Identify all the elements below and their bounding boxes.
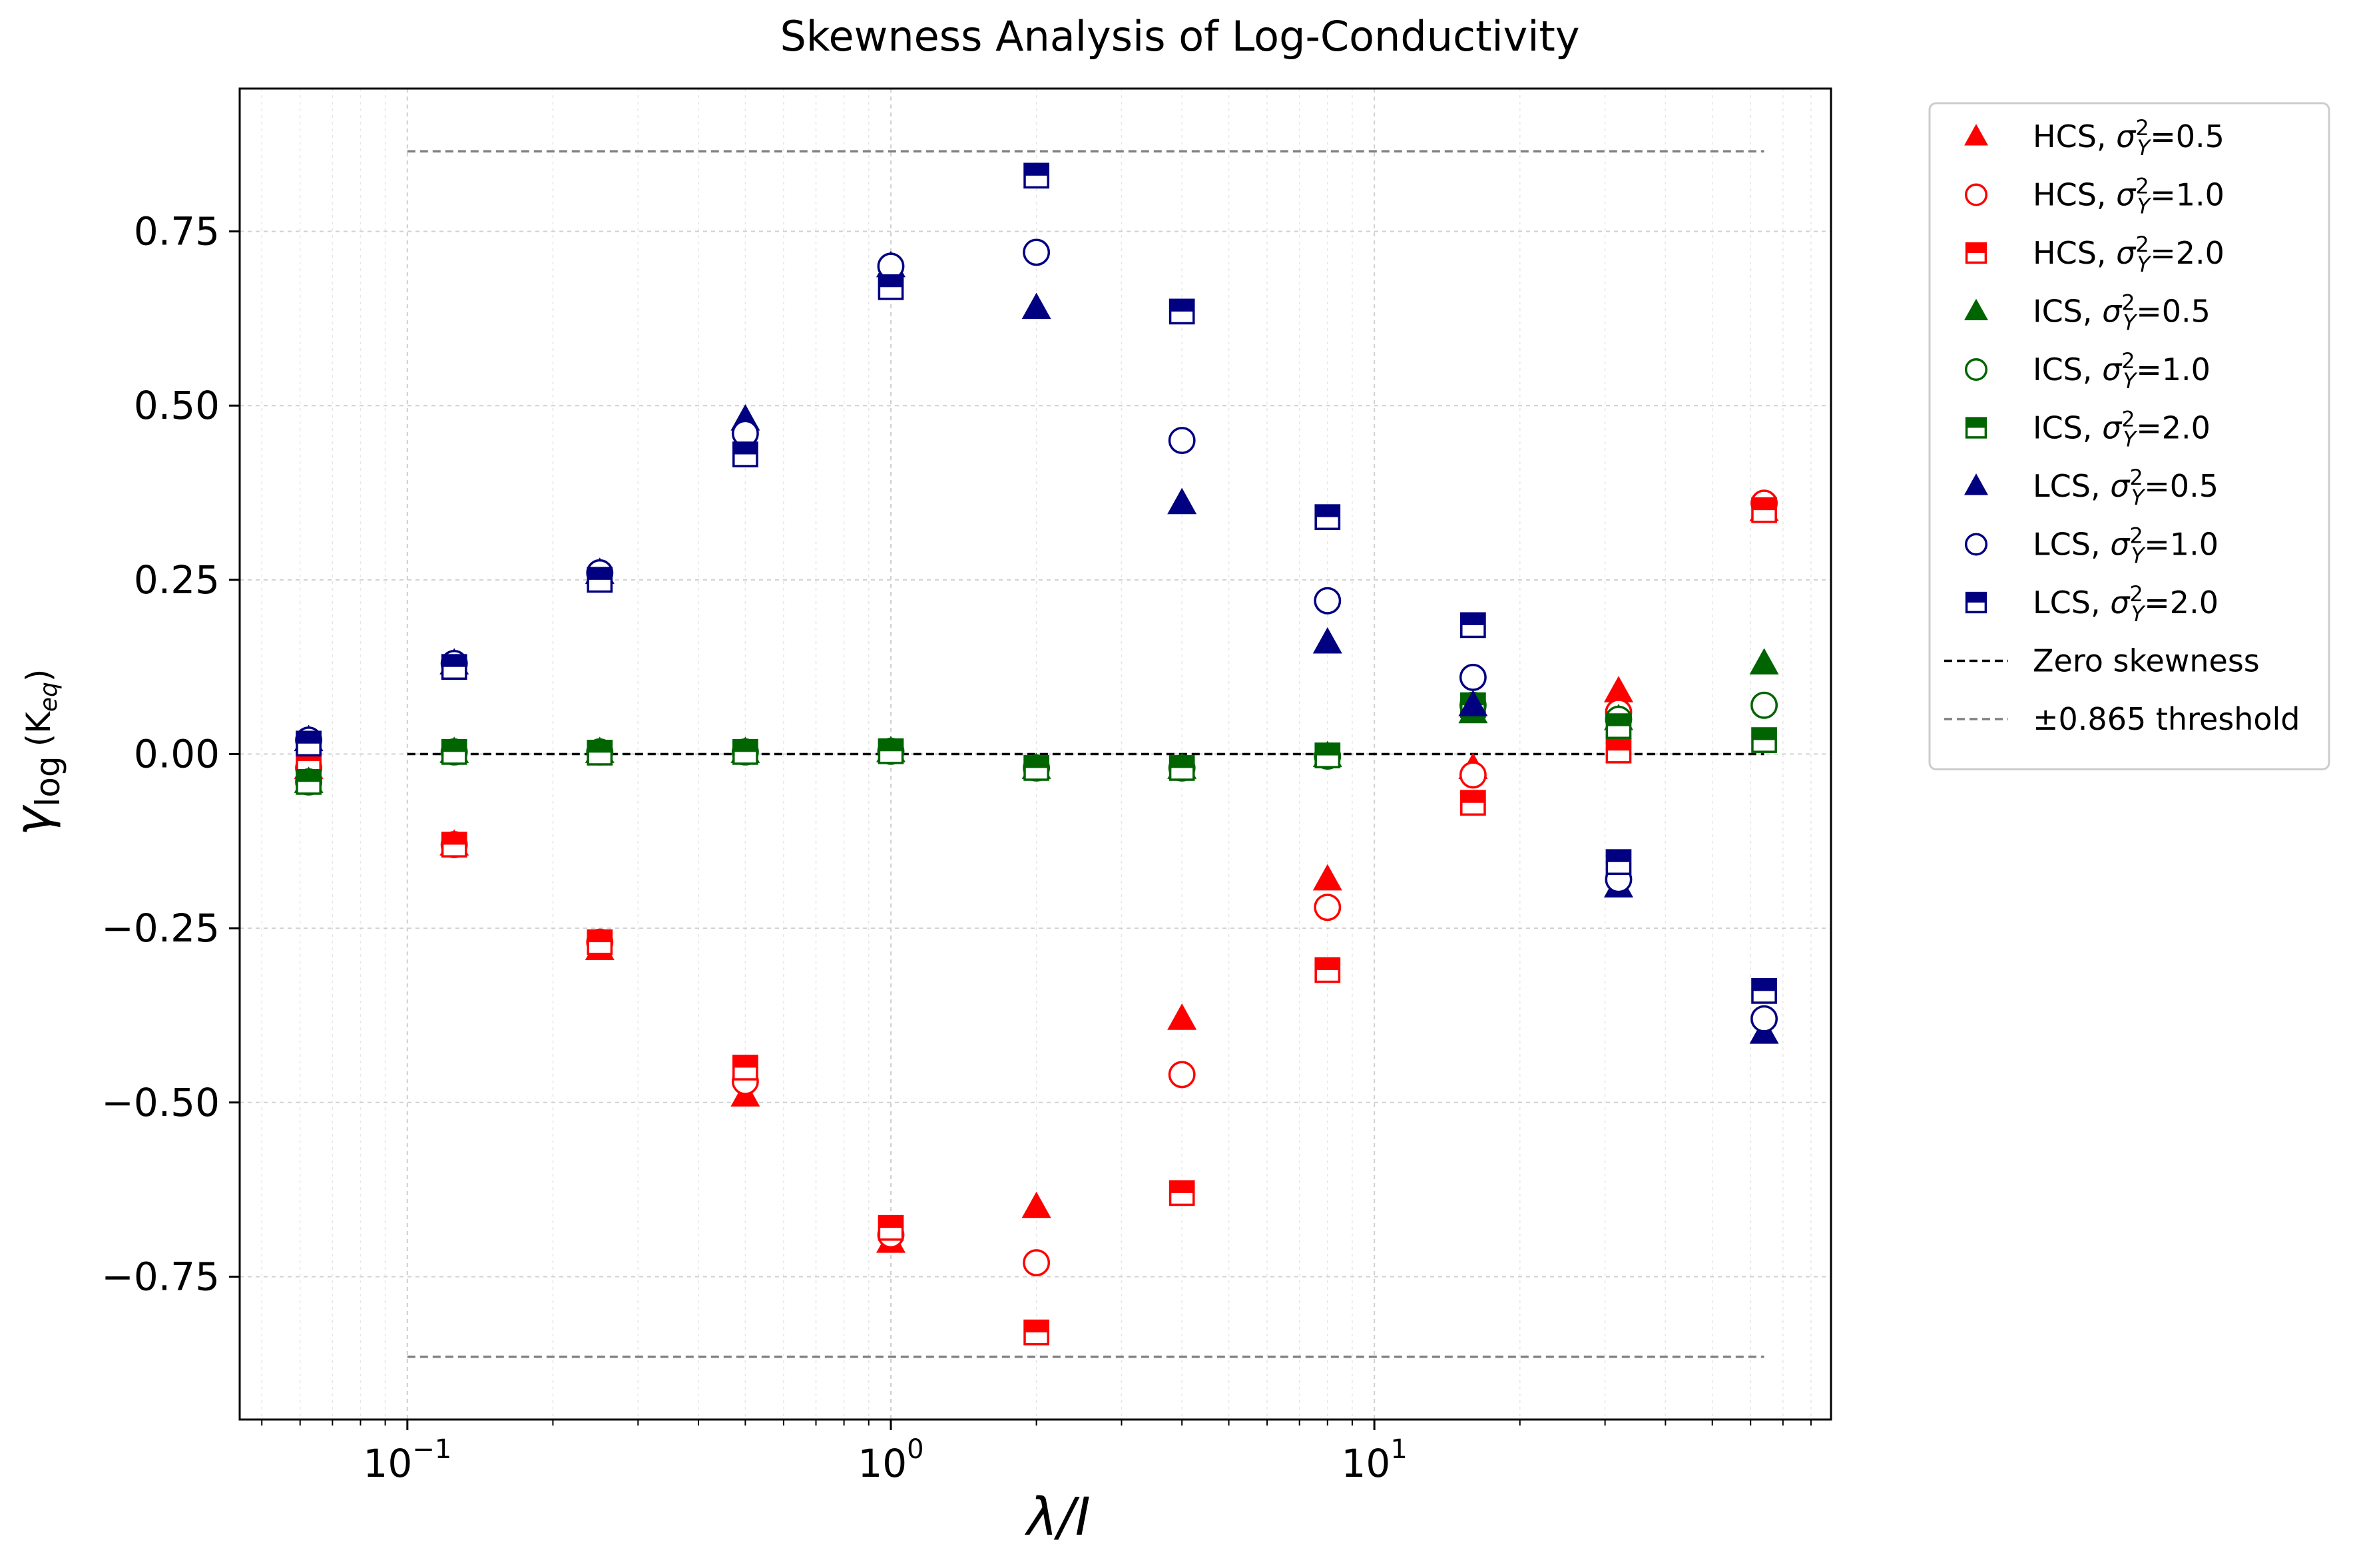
data-point: [878, 738, 904, 764]
data-point: [1312, 627, 1342, 654]
legend-marker: [1964, 473, 1988, 495]
data-point: [1023, 755, 1049, 781]
data-point: [732, 1055, 758, 1081]
legend-marker: [1965, 591, 1987, 614]
data-point: [1023, 1249, 1051, 1276]
data-point: [1751, 497, 1777, 523]
y-axis-label-sub: log: [29, 756, 67, 806]
data-point: [1314, 742, 1341, 768]
data-point: [878, 1214, 904, 1241]
y-axis-label: γlog (Keq): [5, 669, 67, 836]
data-point: [1459, 663, 1487, 691]
legend-entry-label: Zero skewness: [2033, 643, 2260, 679]
data-point: [441, 832, 467, 858]
legend-marker: [1964, 124, 1988, 146]
legend-entry-label: LCS, σ2 Y=2.0: [2033, 581, 2219, 627]
svg-text:γlog(Keq): γlog (Keq): [5, 669, 67, 836]
data-point: [1750, 691, 1778, 719]
data-point: [1167, 487, 1197, 515]
data-point: [1168, 1061, 1196, 1089]
data-point: [296, 730, 322, 757]
legend-entry-label: HCS, σ2 Y=0.5: [2033, 115, 2225, 160]
data-point: [1023, 238, 1051, 266]
y-tick-label: −0.75: [101, 1254, 220, 1299]
data-point: [1460, 790, 1486, 816]
y-tick-label: 0.50: [134, 383, 220, 428]
data-point: [1023, 162, 1049, 189]
data-point: [732, 739, 758, 765]
data-point: [1312, 864, 1342, 891]
x-tick-label: 100: [858, 1434, 923, 1486]
reference-lines: [407, 150, 1764, 1358]
series-lcs-half-square: [296, 162, 1777, 1004]
legend-entry-label: ICS, σ2 Y=2.0: [2033, 407, 2211, 452]
legend-marker: [1964, 358, 1988, 382]
data-point: [1750, 1005, 1778, 1033]
legend-marker: [1964, 183, 1988, 206]
data-point: [1314, 894, 1342, 921]
data-point: [1168, 427, 1196, 454]
data-point: [1314, 587, 1342, 615]
y-tick-label: −0.25: [101, 906, 220, 951]
chart-title: Skewness Analysis of Log-Conductivity: [780, 12, 1579, 61]
data-point: [1169, 755, 1195, 781]
y-tick-label: 0.00: [134, 732, 220, 777]
x-axis-label: λ/I: [1024, 1487, 1090, 1547]
y-axis-label-symbol: γ: [5, 804, 62, 836]
axis-ticks: 10−1 100 101 0.75 0.50 0.25 0.00 −0.25 −0.50 −0.7…: [101, 209, 1812, 1486]
legend-box: [1928, 102, 2330, 770]
data-point: [1021, 292, 1051, 320]
x-tick-label: 10−1: [363, 1434, 451, 1486]
y-axis-label-arg: (K: [19, 711, 58, 747]
legend: HCS, σ2 Y=0.5 HCS, σ2 Y=1.0 HCS, σ2 Y=2.0 ICS,…: [1928, 102, 2330, 770]
data-point: [1314, 504, 1341, 531]
data-point: [1603, 676, 1633, 702]
data-point: [732, 441, 758, 467]
data-point: [1605, 713, 1632, 739]
data-point: [1169, 1180, 1195, 1206]
data-point: [1169, 298, 1195, 325]
data-point: [1460, 612, 1486, 639]
legend-marker: [1964, 533, 1988, 556]
data-point: [1023, 1319, 1049, 1346]
legend-entry-label: ICS, σ2 Y=1.0: [2033, 348, 2211, 393]
legend-entry-label: LCS, σ2 Y=0.5: [2033, 465, 2219, 510]
data-point: [587, 740, 613, 766]
y-tick-label: 0.25: [134, 557, 220, 603]
data-point: [441, 739, 467, 765]
legend-entry-label: HCS, σ2 Y=2.0: [2033, 232, 2225, 277]
y-axis-label-arg-sub: eq: [35, 682, 63, 712]
data-points: [294, 162, 1779, 1346]
data-point: [1458, 690, 1488, 716]
x-tick-label: 101: [1342, 1434, 1408, 1486]
data-point: [1314, 957, 1341, 983]
data-point: [587, 929, 613, 955]
data-point: [878, 274, 904, 300]
data-point: [296, 769, 322, 795]
y-axis-label-arg-close: ): [19, 669, 58, 682]
legend-entry-label: LCS, σ2 Y=1.0: [2033, 523, 2219, 569]
data-point: [1605, 849, 1632, 876]
legend-entry-label: ICS, σ2 Y=0.5: [2033, 290, 2211, 336]
data-point: [1605, 737, 1632, 764]
data-point: [1751, 727, 1777, 753]
y-tick-label: −0.50: [101, 1080, 220, 1125]
data-point: [1167, 1003, 1197, 1030]
data-point: [1749, 648, 1779, 674]
data-point: [1021, 1191, 1051, 1218]
grid: [240, 89, 1831, 1420]
data-point: [441, 654, 467, 680]
y-tick-label: 0.75: [134, 209, 220, 254]
legend-marker: [1965, 417, 1987, 439]
legend-marker: [1965, 242, 1987, 264]
data-point: [1459, 761, 1487, 789]
legend-entry-label: HCS, σ2 Y=1.0: [2033, 174, 2225, 219]
legend-marker: [1964, 298, 1988, 320]
data-point: [1751, 977, 1777, 1004]
legend-entry-label: ±0.865 threshold: [2033, 701, 2300, 737]
data-point: [587, 567, 613, 593]
